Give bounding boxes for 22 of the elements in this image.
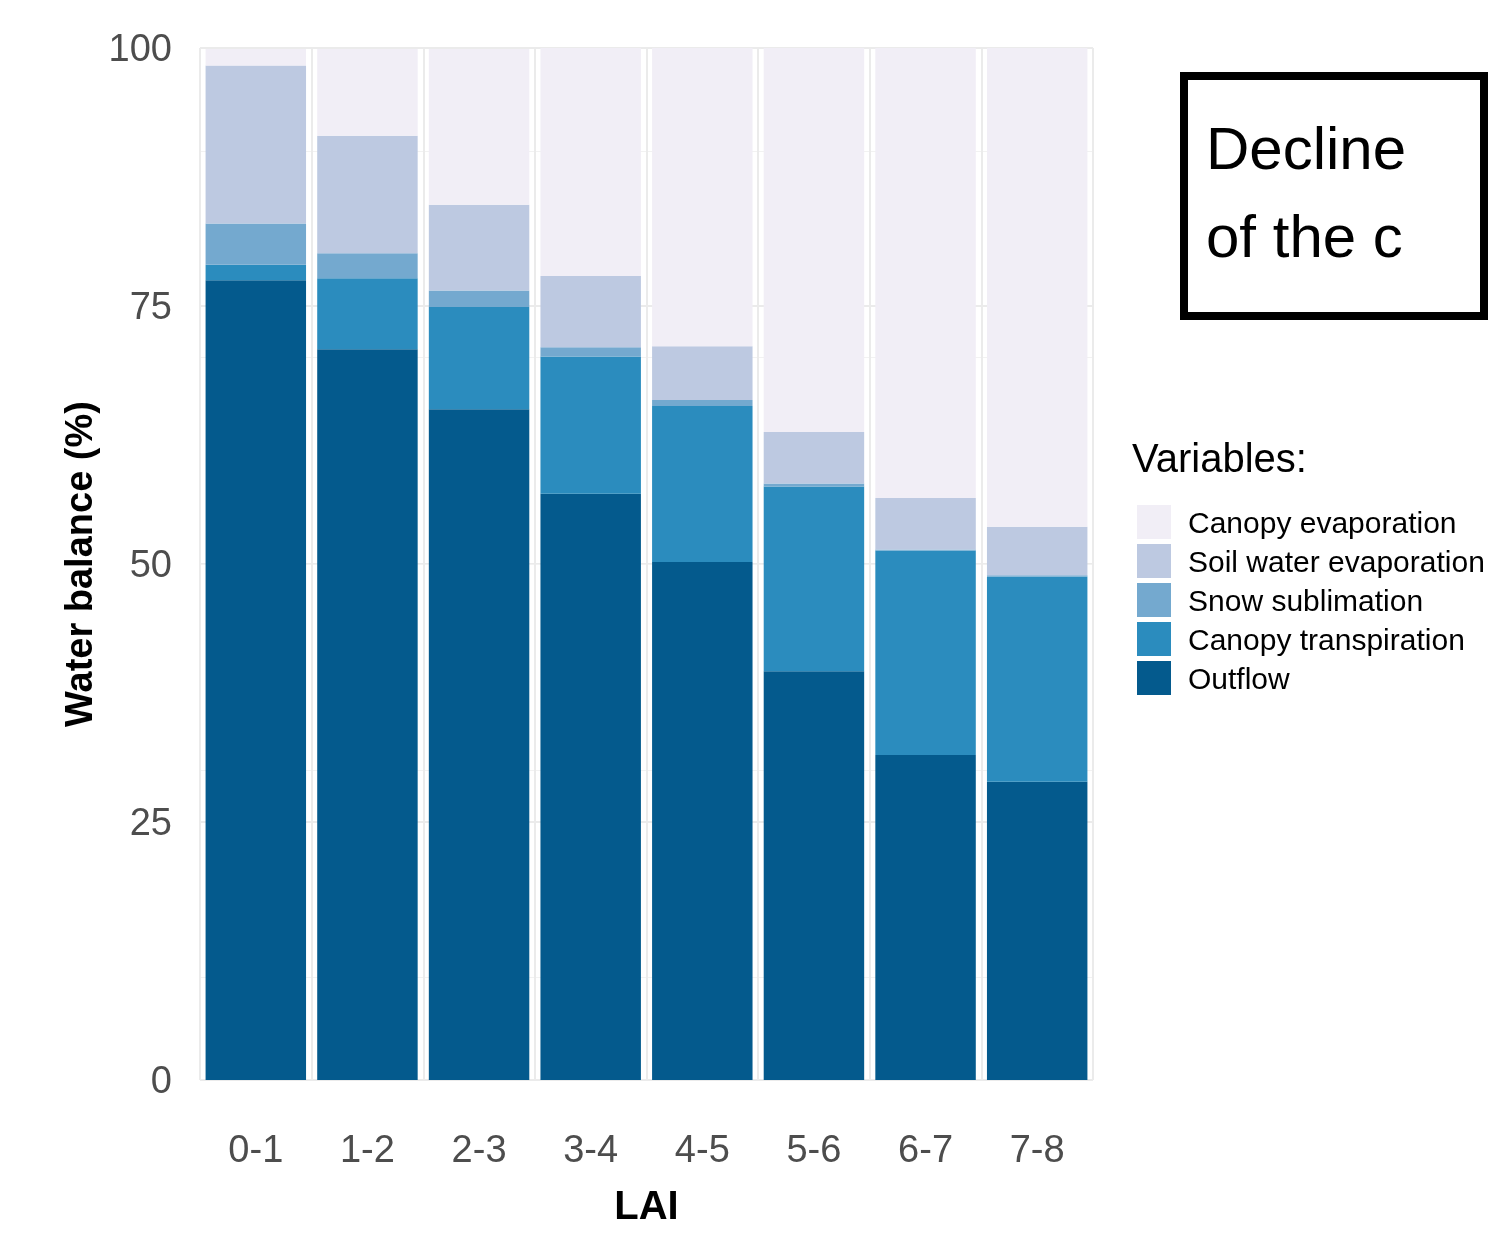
y-tick-label: 100 (108, 27, 172, 69)
x-tick-label: 0-1 (228, 1128, 284, 1170)
y-tick-label: 25 (129, 801, 172, 843)
y-axis-title: Water balance (%) (57, 401, 100, 727)
x-axis-title: LAI (614, 1183, 679, 1227)
y-tick-label: 75 (129, 285, 172, 327)
x-tick-label: 4-5 (674, 1128, 730, 1170)
legend-label: Snow sublimation (1188, 583, 1424, 617)
x-tick-label: 3-4 (563, 1128, 619, 1170)
x-tick-label: 1-2 (339, 1128, 395, 1170)
legend-label: Canopy evaporation (1188, 505, 1457, 539)
y-tick-label: 50 (129, 543, 172, 585)
y-tick-label: 0 (150, 1059, 172, 1101)
x-tick-label: 6-7 (898, 1128, 954, 1170)
legend-label: Soil water evaporation (1188, 544, 1485, 578)
legend-title: Variables: (1132, 436, 1307, 480)
x-tick-label: 2-3 (451, 1128, 507, 1170)
text: Decline of the c (1206, 114, 1423, 270)
legend-label: Canopy transpiration (1188, 622, 1465, 656)
x-tick-label: 5-6 (786, 1128, 842, 1170)
legend-label: Outflow (1188, 661, 1291, 695)
x-tick-label: 7-8 (1009, 1128, 1065, 1170)
